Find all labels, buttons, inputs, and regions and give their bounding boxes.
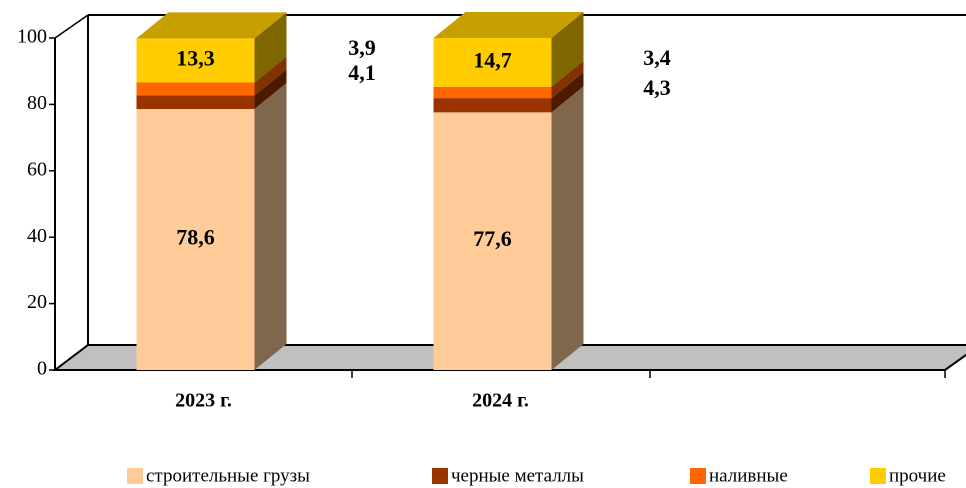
y-tick-label: 100 [17,26,47,48]
y-tick-label: 80 [27,92,47,114]
bar-segment [136,82,255,96]
bar-side [254,56,287,96]
bar-side [551,60,584,99]
bar-segment [433,112,552,371]
bar-segment [136,38,255,83]
data-label: 4,3 [643,75,671,100]
side-wall-edge [54,14,89,39]
bar-segment [136,109,255,370]
data-label: 13,3 [176,45,215,70]
bar-side [551,12,584,87]
legend-label: наливные [709,465,788,486]
bar-segment [136,95,255,110]
legend-swatch [690,468,706,484]
legend-label: прочие [889,465,946,486]
legend-swatch [127,468,143,484]
x-tick-label: 2023 г. [175,390,232,412]
bar-side [254,69,287,110]
bar-top [433,12,584,38]
data-label: 77,6 [473,226,512,251]
data-label: 14,7 [473,47,512,72]
data-label: 4,1 [348,60,376,85]
data-label: 3,4 [643,45,671,70]
data-label: 78,6 [176,225,215,250]
bar-side [254,12,287,83]
bar-segment [433,38,552,87]
bar-top [136,12,287,39]
data-label: 3,9 [348,35,376,60]
bar-side [551,86,584,371]
bar-segment [433,98,552,113]
bar-side [254,83,287,370]
x-tick-label: 2024 г. [472,390,529,412]
bar-segment [433,86,552,99]
legend-label: строительные грузы [146,465,310,486]
bar-side [551,72,584,113]
y-tick-label: 0 [37,358,47,380]
legend-swatch [870,468,886,484]
legend-swatch [432,468,448,484]
y-tick-label: 20 [27,291,47,313]
y-tick-label: 40 [27,225,47,247]
y-tick-label: 60 [27,158,47,180]
legend-label: черные металлы [451,465,584,486]
